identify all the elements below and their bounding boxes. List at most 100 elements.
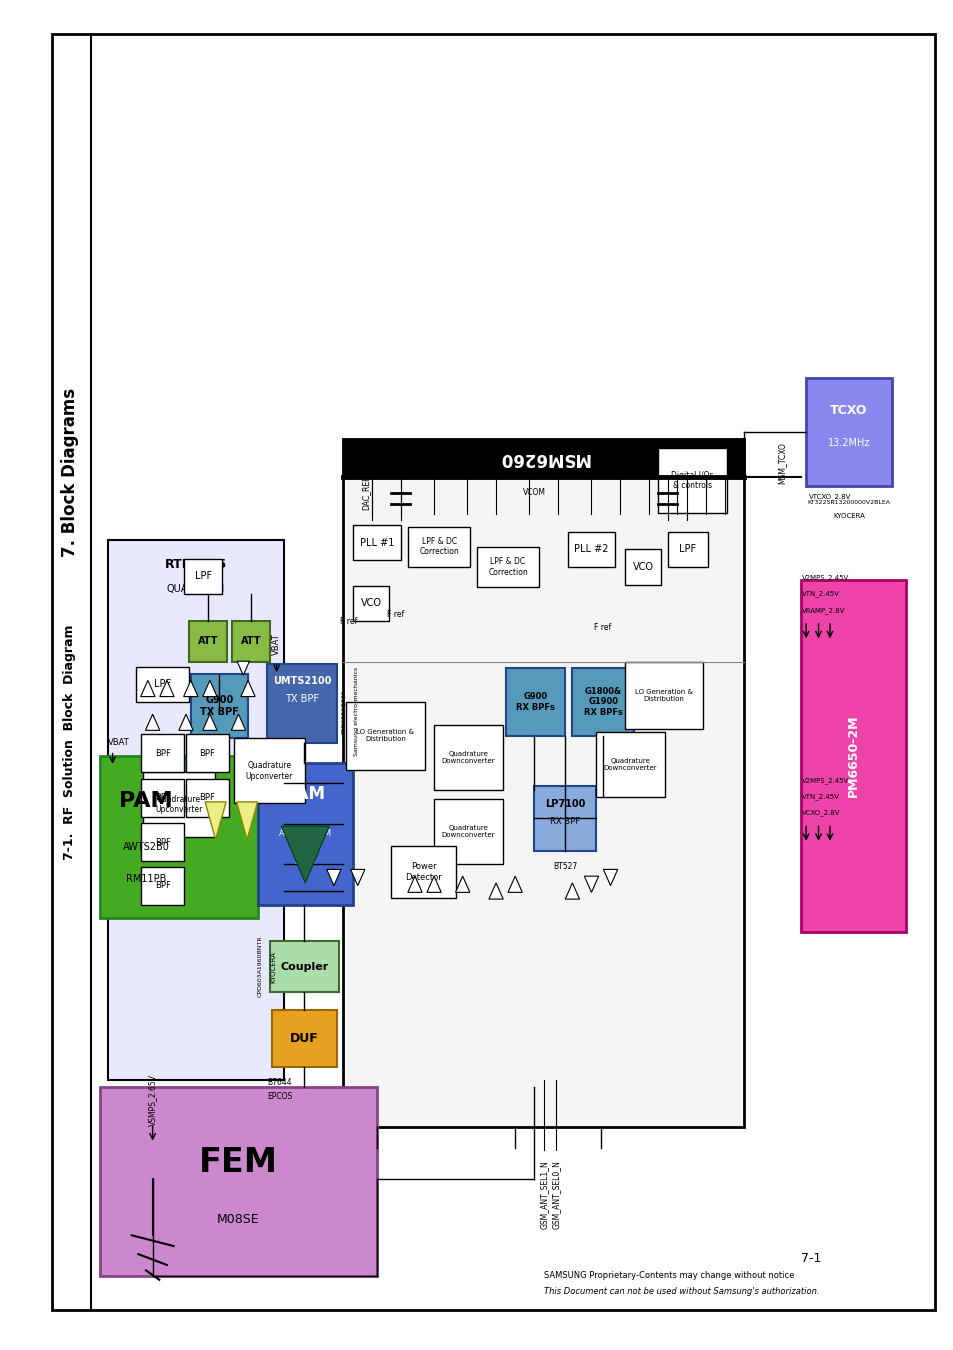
Bar xyxy=(353,586,389,621)
Bar xyxy=(801,580,905,932)
Text: MSM_TCXO: MSM_TCXO xyxy=(777,441,786,485)
Bar xyxy=(434,799,502,864)
Text: KYOCERA: KYOCERA xyxy=(271,950,276,983)
Bar xyxy=(141,867,184,905)
Text: DAC_REF: DAC_REF xyxy=(360,475,370,510)
Text: FEM: FEM xyxy=(199,1146,277,1179)
Bar xyxy=(343,439,743,477)
Bar xyxy=(232,621,270,662)
Polygon shape xyxy=(236,662,250,675)
Text: ATT: ATT xyxy=(197,636,218,647)
Polygon shape xyxy=(281,826,329,883)
Text: VCO: VCO xyxy=(360,598,381,609)
Text: G900
RX BPFs: G900 RX BPFs xyxy=(516,693,554,711)
Bar xyxy=(267,664,336,743)
Text: 13.2MHz: 13.2MHz xyxy=(827,437,869,448)
Bar xyxy=(143,772,214,837)
Text: AWTS2B0: AWTS2B0 xyxy=(122,841,170,852)
Bar xyxy=(572,668,634,736)
Bar xyxy=(272,1010,336,1066)
Text: VCOM: VCOM xyxy=(522,489,545,497)
Text: RTR6275: RTR6275 xyxy=(165,558,227,571)
Text: SAMSUNG Proprietary-Contents may change without notice: SAMSUNG Proprietary-Contents may change … xyxy=(543,1272,793,1280)
Polygon shape xyxy=(141,680,154,697)
Text: Power
Detector: Power Detector xyxy=(405,863,441,882)
Text: LPF & DC
Correction: LPF & DC Correction xyxy=(488,558,527,576)
Text: F ref: F ref xyxy=(387,610,404,618)
Polygon shape xyxy=(489,883,503,899)
Polygon shape xyxy=(202,680,216,697)
Text: Quadrature
Downconverter: Quadrature Downconverter xyxy=(603,757,657,771)
Polygon shape xyxy=(202,714,216,730)
Polygon shape xyxy=(145,714,159,730)
Text: Digital I/Os
& controls: Digital I/Os & controls xyxy=(671,471,713,490)
Text: VCXO_2.8V: VCXO_2.8V xyxy=(801,809,840,815)
Bar xyxy=(141,824,184,861)
Text: VTCXO_2.8V: VTCXO_2.8V xyxy=(808,494,850,501)
Text: VCO: VCO xyxy=(632,562,653,572)
Bar xyxy=(624,549,660,585)
Text: EPCOS: EPCOS xyxy=(267,1092,292,1100)
Text: LPF: LPF xyxy=(154,679,171,690)
Text: TX BPF: TX BPF xyxy=(285,694,318,703)
Bar xyxy=(186,779,229,817)
Text: M08SE: M08SE xyxy=(217,1212,259,1226)
Text: LPF: LPF xyxy=(194,571,212,582)
Text: Samsung electro-mechanics: Samsung electro-mechanics xyxy=(354,667,358,756)
Bar xyxy=(141,734,184,772)
Bar xyxy=(353,525,400,560)
Text: V2MPS_2.45V: V2MPS_2.45V xyxy=(801,575,849,582)
Bar xyxy=(505,668,564,736)
Bar xyxy=(534,786,596,850)
Text: PLL #2: PLL #2 xyxy=(574,544,608,555)
Text: BPF: BPF xyxy=(199,794,215,802)
Polygon shape xyxy=(507,876,522,892)
Text: Coupler: Coupler xyxy=(280,961,328,972)
Text: BPF: BPF xyxy=(199,749,215,757)
Polygon shape xyxy=(178,714,193,730)
Text: UMTS2100: UMTS2100 xyxy=(273,676,331,686)
Text: GSM_ANT_SEL1_N: GSM_ANT_SEL1_N xyxy=(538,1161,548,1228)
Text: LP7100: LP7100 xyxy=(544,799,585,809)
Text: F ref: F ref xyxy=(339,617,356,625)
Text: B7644: B7644 xyxy=(267,1079,292,1087)
Text: Quadrature
Upconverter: Quadrature Upconverter xyxy=(246,761,293,780)
Bar xyxy=(805,378,891,486)
Bar xyxy=(136,667,189,702)
Polygon shape xyxy=(564,883,578,899)
Text: VBAT: VBAT xyxy=(272,633,281,655)
Text: PAM: PAM xyxy=(119,791,172,811)
Text: VRAMP_2.8V: VRAMP_2.8V xyxy=(801,608,845,613)
Polygon shape xyxy=(159,680,173,697)
Bar xyxy=(343,439,743,1127)
Text: 7-1: 7-1 xyxy=(800,1251,821,1265)
Bar xyxy=(100,1087,376,1276)
Text: V2MPS_2.45V: V2MPS_2.45V xyxy=(801,778,849,783)
Text: LO Generation &
Distribution: LO Generation & Distribution xyxy=(635,688,692,702)
Polygon shape xyxy=(351,869,364,886)
Bar xyxy=(346,702,424,769)
Text: G1800&
G1900
RX BPFs: G1800& G1900 RX BPFs xyxy=(583,687,622,717)
Polygon shape xyxy=(236,802,257,840)
Text: BPF: BPF xyxy=(154,838,171,846)
Bar xyxy=(233,738,305,803)
Polygon shape xyxy=(240,680,255,697)
Bar xyxy=(391,846,456,898)
Text: Quadrature
Downconverter: Quadrature Downconverter xyxy=(441,751,495,764)
Bar xyxy=(624,662,702,729)
Polygon shape xyxy=(583,876,598,892)
Bar xyxy=(567,532,615,567)
Text: BT527: BT527 xyxy=(553,863,577,871)
Bar xyxy=(186,734,229,772)
Text: GSM_ANT_SEL0_N: GSM_ANT_SEL0_N xyxy=(551,1160,560,1230)
Polygon shape xyxy=(183,680,198,697)
Text: MSM6260: MSM6260 xyxy=(497,448,589,467)
Bar xyxy=(100,756,257,918)
Bar xyxy=(476,547,538,587)
Text: RM11PB: RM11PB xyxy=(126,873,166,884)
Bar xyxy=(270,941,338,992)
Text: KT3225R13200000V2BLEA: KT3225R13200000V2BLEA xyxy=(806,500,890,505)
Text: VTN_2.45V: VTN_2.45V xyxy=(801,590,840,597)
Text: DUF: DUF xyxy=(290,1031,318,1045)
Bar xyxy=(191,674,248,738)
